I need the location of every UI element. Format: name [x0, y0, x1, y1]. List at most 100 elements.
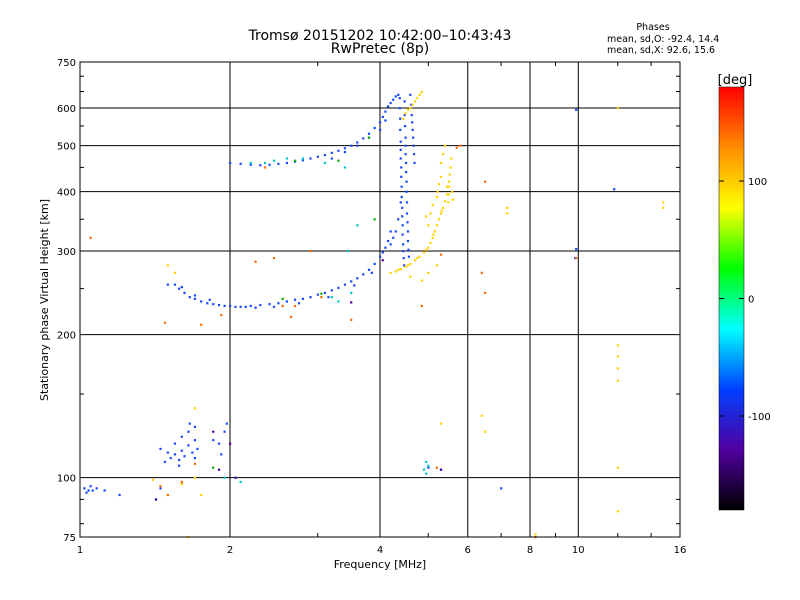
data-point-o	[404, 136, 407, 139]
data-point-o	[249, 163, 252, 166]
y-tick-label: 100	[57, 474, 76, 485]
data-point-o	[163, 460, 167, 463]
data-point-other	[350, 301, 353, 304]
data-point-o	[412, 144, 415, 147]
data-point-o	[401, 206, 404, 209]
data-point-o	[173, 453, 177, 456]
data-point-other	[285, 157, 288, 160]
data-point-x	[409, 275, 412, 278]
data-point-other	[337, 159, 340, 162]
data-point-o	[400, 175, 403, 178]
data-point-o	[403, 100, 406, 103]
data-point-x	[402, 117, 405, 120]
data-point-o	[398, 96, 401, 100]
data-point-o	[272, 305, 276, 308]
data-point-o	[575, 247, 578, 251]
colorbar-tick-label: -100	[748, 412, 771, 423]
data-point-other	[234, 476, 237, 479]
data-point-other	[229, 442, 232, 445]
data-point-x	[429, 241, 432, 245]
data-point-other	[217, 468, 221, 471]
data-point-o	[401, 233, 404, 236]
y-tick-label: 500	[57, 142, 76, 153]
data-point-x	[166, 264, 169, 267]
data-point-o	[386, 239, 390, 243]
data-point-x	[193, 407, 197, 410]
data-point-o	[394, 95, 397, 98]
data-point-o	[575, 108, 578, 111]
data-point-o	[212, 303, 215, 306]
data-point-o	[85, 491, 88, 494]
data-point-x	[616, 466, 619, 469]
data-point-o	[91, 489, 94, 492]
data-point-x	[151, 478, 155, 481]
data-point-o	[392, 236, 395, 239]
data-point-o	[412, 153, 416, 156]
data-point-x	[447, 180, 451, 183]
data-point-o	[309, 296, 312, 299]
data-point-o	[411, 121, 414, 124]
data-point-o	[177, 458, 181, 462]
data-point-o	[159, 447, 162, 451]
stats-heading: Phases	[636, 22, 669, 33]
data-point-other	[439, 468, 443, 471]
grid	[80, 62, 680, 537]
data-point-x	[439, 175, 443, 178]
data-point-other	[420, 304, 423, 308]
data-point-other	[159, 485, 162, 488]
data-point-other	[343, 166, 347, 169]
data-point-other	[435, 466, 438, 469]
data-point-other	[163, 321, 167, 324]
data-point-other	[154, 498, 158, 501]
y-tick-label: 75	[63, 533, 76, 544]
data-point-x	[616, 344, 619, 347]
data-point-x	[418, 255, 421, 258]
data-point-other	[320, 296, 323, 299]
data-point-o	[370, 271, 373, 274]
data-point-other	[272, 159, 276, 162]
data-point-o	[384, 246, 387, 249]
data-point-other	[356, 224, 359, 227]
data-point-o	[353, 284, 356, 287]
data-point-x	[413, 100, 417, 103]
data-point-x	[409, 107, 412, 110]
data-point-o	[384, 110, 387, 113]
data-point-o	[316, 293, 319, 296]
colorbar-tick-label: 0	[748, 295, 754, 306]
data-point-x	[427, 246, 430, 249]
data-point-x	[425, 215, 428, 218]
data-point-o	[166, 451, 169, 454]
data-point-o	[330, 151, 333, 154]
data-point-o	[389, 101, 392, 105]
data-point-o	[193, 425, 197, 428]
data-point-o	[343, 147, 347, 150]
data-point-x	[416, 96, 419, 100]
x-axis-ticks: 1 2 4 6 8 10 16	[77, 62, 686, 556]
data-point-o	[411, 128, 414, 131]
data-point-other	[439, 253, 443, 256]
data-point-other	[484, 180, 487, 183]
data-point-o	[406, 221, 409, 224]
y-tick-label: 300	[57, 247, 76, 258]
data-point-o	[402, 243, 405, 246]
data-point-o	[244, 305, 247, 308]
data-point-x	[193, 476, 197, 479]
x-tick-label: 1	[77, 545, 83, 556]
data-point-o	[323, 291, 327, 295]
data-point-x	[451, 190, 454, 193]
data-point-x	[420, 279, 423, 282]
data-point-other	[220, 314, 223, 317]
x-tick-label: 2	[227, 545, 233, 556]
data-point-o	[187, 444, 190, 447]
data-point-o	[118, 493, 121, 497]
data-point-x	[436, 190, 439, 193]
data-point-x	[450, 157, 453, 160]
data-point-o	[212, 439, 215, 442]
data-point-x	[506, 212, 509, 215]
data-point-o	[410, 114, 413, 117]
data-point-o	[367, 132, 371, 135]
data-point-o	[381, 251, 384, 254]
data-point-x	[431, 236, 434, 239]
data-point-o	[180, 449, 183, 452]
data-point-other	[263, 166, 267, 169]
